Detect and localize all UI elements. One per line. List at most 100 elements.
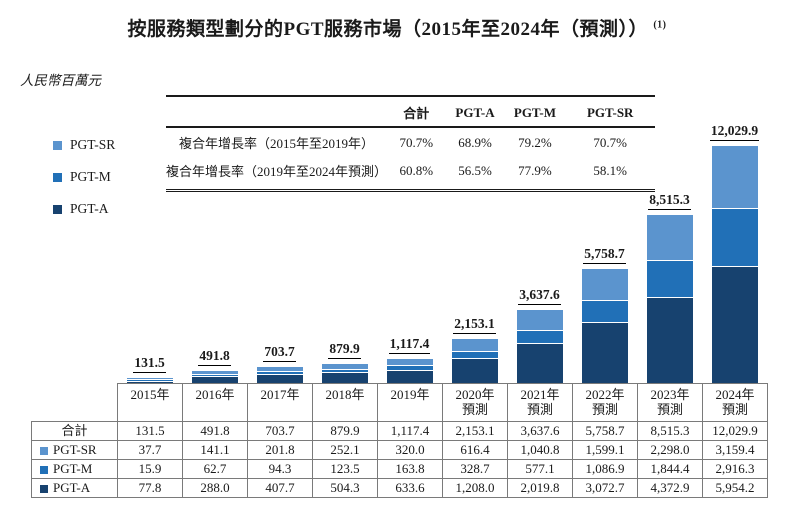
table-value: 1,599.1 bbox=[572, 440, 638, 460]
bar-segment-pgt-a bbox=[386, 370, 433, 383]
table-value: 62.7 bbox=[182, 459, 248, 479]
table-value: 252.1 bbox=[312, 440, 378, 460]
bar-2017年 bbox=[256, 367, 303, 383]
table-value: 320.0 bbox=[377, 440, 443, 460]
forecast-label: 預測 bbox=[656, 402, 683, 417]
year-label: 2023年 bbox=[650, 387, 690, 402]
table-value: 577.1 bbox=[507, 459, 573, 479]
year-header-cell: 2017年 bbox=[247, 383, 313, 422]
bar-segment-pgt-m bbox=[386, 366, 433, 370]
cagr-table: 合計 PGT-A PGT-M PGT-SR 複合年增長率（2015年至2019年） 70.… bbox=[166, 95, 655, 192]
table-value: 201.8 bbox=[247, 440, 313, 460]
bar-total-label: 1,117.4 bbox=[368, 336, 452, 355]
forecast-label: 預測 bbox=[721, 402, 748, 417]
bar-2024年預測 bbox=[711, 146, 758, 383]
table-value: 633.6 bbox=[377, 478, 443, 498]
cagr-column-header: 合計 bbox=[387, 96, 446, 128]
bar-segment-pgt-m bbox=[646, 260, 693, 297]
year-label: 2016年 bbox=[195, 387, 235, 402]
bar-segment-pgt-sr bbox=[646, 214, 693, 260]
legend-swatch-icon bbox=[53, 204, 62, 214]
cagr-row: 複合年增長率（2019年至2024年預測） 60.8% 56.5% 77.9% 58.1… bbox=[166, 156, 655, 191]
row-swatch-icon bbox=[40, 446, 48, 455]
bar-total-value: 879.9 bbox=[328, 341, 361, 359]
table-row-pgt-m: PGT-M 15.9 62.7 94.3 123.5 163.8 328.7 577.1 1,0… bbox=[31, 459, 768, 479]
bar-total-value: 12,029.9 bbox=[709, 123, 760, 141]
year-header-row: 2015年 2016年 2017年 2018年 2019年 2020年 預測 2021年 預測 2… bbox=[32, 383, 768, 422]
bar-total-value: 2,153.1 bbox=[453, 316, 496, 334]
year-header-cell: 2020年 預測 bbox=[442, 383, 508, 422]
table-value: 12,029.9 bbox=[702, 421, 768, 441]
data-table: 2015年 2016年 2017年 2018年 2019年 2020年 預測 2021年 預測 2… bbox=[31, 383, 768, 498]
table-value: 2,916.3 bbox=[702, 459, 768, 479]
year-header-cell: 2022年 預測 bbox=[572, 383, 638, 422]
bar-total-label: 879.9 bbox=[303, 341, 387, 359]
cagr-value: 70.7% bbox=[593, 134, 627, 150]
cagr-column-header: PGT-A bbox=[445, 96, 505, 128]
row-label: PGT-M bbox=[31, 459, 118, 479]
table-value: 328.7 bbox=[442, 459, 508, 479]
bar-segment-pgt-sr bbox=[581, 268, 628, 300]
bar-total-label: 8,515.3 bbox=[628, 192, 712, 210]
year-label: 2017年 bbox=[260, 387, 300, 402]
year-label: 2018年 bbox=[325, 387, 365, 402]
bar-total-label: 703.7 bbox=[238, 344, 322, 363]
bar-segment-pgt-a bbox=[646, 297, 693, 383]
table-value: 131.5 bbox=[117, 421, 183, 441]
bar-segment-pgt-sr bbox=[516, 309, 563, 331]
bar-total-label: 491.8 bbox=[173, 348, 257, 367]
cagr-column-header: PGT-M bbox=[504, 96, 566, 128]
legend-label: PGT-M bbox=[70, 169, 111, 184]
bar-2019年 bbox=[386, 359, 433, 383]
legend-item-pgt-sr: PGT-SR bbox=[53, 137, 115, 153]
row-label: 合計 bbox=[31, 421, 118, 441]
year-header-cell: 2019年 bbox=[377, 383, 443, 422]
unit-label: 人民幣百萬元 bbox=[20, 73, 101, 88]
cagr-column-header: PGT-SR bbox=[565, 96, 655, 128]
year-label: 2019年 bbox=[390, 387, 430, 402]
row-label: PGT-SR bbox=[31, 440, 118, 460]
table-value: 5,954.2 bbox=[702, 478, 768, 498]
table-value: 879.9 bbox=[312, 421, 378, 441]
table-corner-blank bbox=[32, 384, 118, 422]
table-value: 2,298.0 bbox=[637, 440, 703, 460]
table-value: 94.3 bbox=[247, 459, 313, 479]
bar-total-value: 5,758.7 bbox=[583, 246, 626, 264]
bar-segment-pgt-sr bbox=[386, 359, 433, 366]
legend: PGT-SR PGT-M PGT-A bbox=[53, 137, 115, 217]
row-label-text: PGT-A bbox=[53, 480, 91, 495]
data-table-body: 2015年 2016年 2017年 2018年 2019年 2020年 預測 2021年 預測 2… bbox=[31, 383, 768, 498]
bar-total-value: 131.5 bbox=[133, 355, 166, 373]
table-value: 1,040.8 bbox=[507, 440, 573, 460]
row-label-text: 合計 bbox=[61, 423, 88, 438]
bar-segment-pgt-sr bbox=[126, 377, 173, 379]
bar-segment-pgt-sr bbox=[451, 339, 498, 352]
table-value: 288.0 bbox=[182, 478, 248, 498]
legend-swatch-icon bbox=[53, 172, 62, 182]
cagr-value: 58.1% bbox=[593, 162, 627, 178]
cagr-row: 複合年增長率（2015年至2019年） 70.7% 68.9% 79.2% 70.7% bbox=[166, 127, 655, 156]
table-value: 1,844.4 bbox=[637, 459, 703, 479]
row-label-text: PGT-SR bbox=[53, 442, 97, 457]
year-label: 2021年 bbox=[520, 387, 560, 402]
year-header-cell: 2021年 預測 bbox=[507, 383, 573, 422]
table-value: 8,515.3 bbox=[637, 421, 703, 441]
bar-segment-pgt-m bbox=[321, 369, 368, 373]
bar-segment-pgt-sr bbox=[256, 367, 303, 372]
bar-segment-pgt-sr bbox=[711, 146, 758, 208]
footnote-marker: (1) bbox=[653, 19, 667, 31]
year-label: 2020年 bbox=[455, 387, 495, 402]
table-value: 4,372.9 bbox=[637, 478, 703, 498]
bar-segment-pgt-m bbox=[516, 331, 563, 343]
bar-2023年預測 bbox=[646, 214, 693, 383]
table-value: 141.1 bbox=[182, 440, 248, 460]
legend-item-pgt-m: PGT-M bbox=[53, 169, 115, 185]
bar-2021年預測 bbox=[516, 309, 563, 383]
year-label: 2024年 bbox=[715, 387, 755, 402]
table-value: 123.5 bbox=[312, 459, 378, 479]
bar-segment-pgt-a bbox=[321, 373, 368, 383]
table-value: 15.9 bbox=[117, 459, 183, 479]
bar-total-label: 2,153.1 bbox=[433, 316, 517, 334]
table-value: 2,019.8 bbox=[507, 478, 573, 498]
table-value: 77.8 bbox=[117, 478, 183, 498]
